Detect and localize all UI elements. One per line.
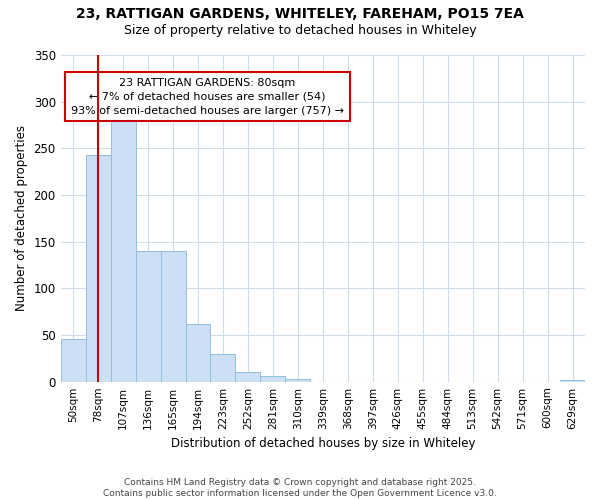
- Bar: [110, 120, 136, 382]
- Bar: [86, 155, 110, 382]
- Bar: [185, 324, 211, 382]
- Text: 23, RATTIGAN GARDENS, WHITELEY, FAREHAM, PO15 7EA: 23, RATTIGAN GARDENS, WHITELEY, FAREHAM,…: [76, 8, 524, 22]
- Bar: [560, 380, 585, 382]
- Bar: [286, 379, 310, 382]
- Bar: [61, 338, 86, 382]
- X-axis label: Distribution of detached houses by size in Whiteley: Distribution of detached houses by size …: [170, 437, 475, 450]
- Y-axis label: Number of detached properties: Number of detached properties: [15, 126, 28, 312]
- Bar: [260, 376, 286, 382]
- Bar: [161, 251, 185, 382]
- Text: 23 RATTIGAN GARDENS: 80sqm
← 7% of detached houses are smaller (54)
93% of semi-: 23 RATTIGAN GARDENS: 80sqm ← 7% of detac…: [71, 78, 344, 116]
- Bar: [235, 372, 260, 382]
- Text: Size of property relative to detached houses in Whiteley: Size of property relative to detached ho…: [124, 24, 476, 37]
- Bar: [211, 354, 235, 382]
- Bar: [136, 251, 161, 382]
- Text: Contains HM Land Registry data © Crown copyright and database right 2025.
Contai: Contains HM Land Registry data © Crown c…: [103, 478, 497, 498]
